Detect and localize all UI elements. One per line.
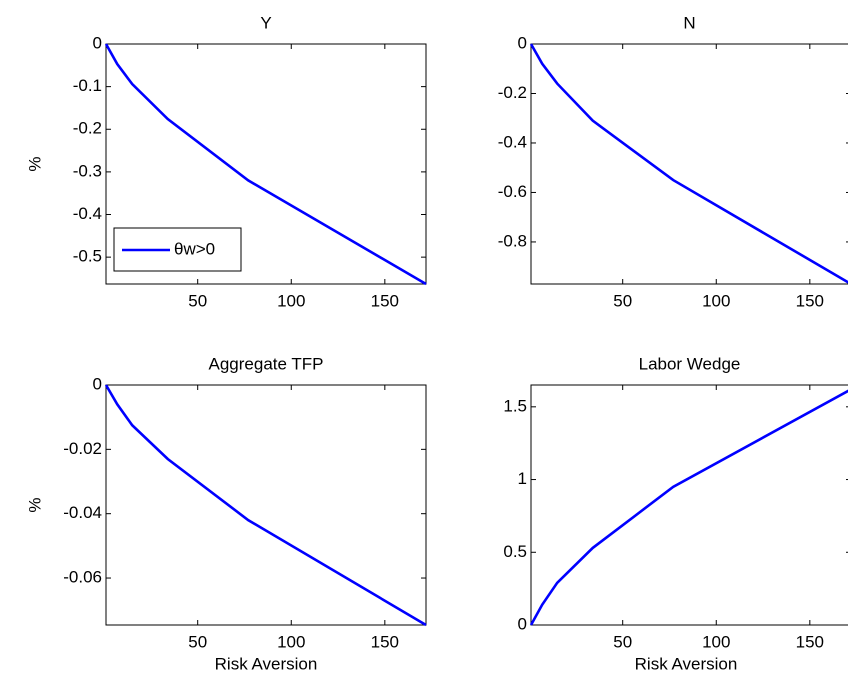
y-tick-label: 0	[518, 33, 527, 52]
legend-label: θw>0	[174, 239, 215, 258]
x-tick-label: 50	[613, 632, 632, 651]
y-tick-label: 0	[93, 33, 102, 52]
y-tick-label: -0.1	[73, 76, 102, 95]
y-tick-label: -0.4	[498, 132, 527, 151]
y-tick-label: 1.5	[503, 396, 527, 415]
y-tick-label: -0.8	[498, 231, 527, 250]
x-tick-label: 150	[796, 632, 824, 651]
chart-title: Aggregate TFP	[209, 354, 324, 373]
chart-title: Labor Wedge	[639, 354, 741, 373]
y-tick-label: -0.5	[73, 247, 102, 266]
y-tick-label: -0.2	[498, 83, 527, 102]
x-tick-label: 150	[371, 632, 399, 651]
x-axis-label: Risk Aversion	[635, 654, 738, 673]
chart-title: Y	[260, 13, 271, 32]
y-tick-label: -0.3	[73, 161, 102, 180]
x-tick-label: 50	[188, 291, 207, 310]
y-tick-label: 0	[518, 614, 527, 633]
y-axis-label: %	[25, 156, 44, 171]
x-axis-label: Risk Aversion	[215, 654, 318, 673]
x-tick-label: 100	[702, 291, 730, 310]
series-line	[104, 43, 427, 286]
x-tick-label: 150	[371, 291, 399, 310]
y-tick-label: 0	[93, 374, 102, 393]
y-tick-label: -0.04	[63, 503, 102, 522]
chart-title: N	[683, 13, 695, 32]
axes-box	[530, 43, 848, 285]
x-tick-label: 100	[277, 291, 305, 310]
y-tick-label: -0.4	[73, 204, 102, 223]
y-tick-label: 0.5	[503, 542, 527, 561]
y-tick-label: -0.2	[73, 119, 102, 138]
y-tick-label: -0.6	[498, 182, 527, 201]
y-tick-label: 1	[518, 469, 527, 488]
y-tick-label: -0.06	[63, 568, 102, 587]
x-tick-label: 50	[613, 291, 632, 310]
series-line	[104, 384, 427, 627]
x-tick-label: 100	[277, 632, 305, 651]
axes-box	[530, 384, 848, 626]
axes-box	[105, 384, 427, 626]
series-line	[529, 389, 848, 626]
y-axis-label: %	[25, 497, 44, 512]
series-line	[529, 43, 848, 284]
x-tick-label: 50	[188, 632, 207, 651]
y-tick-label: -0.02	[63, 439, 102, 458]
x-tick-label: 150	[796, 291, 824, 310]
x-tick-label: 100	[702, 632, 730, 651]
